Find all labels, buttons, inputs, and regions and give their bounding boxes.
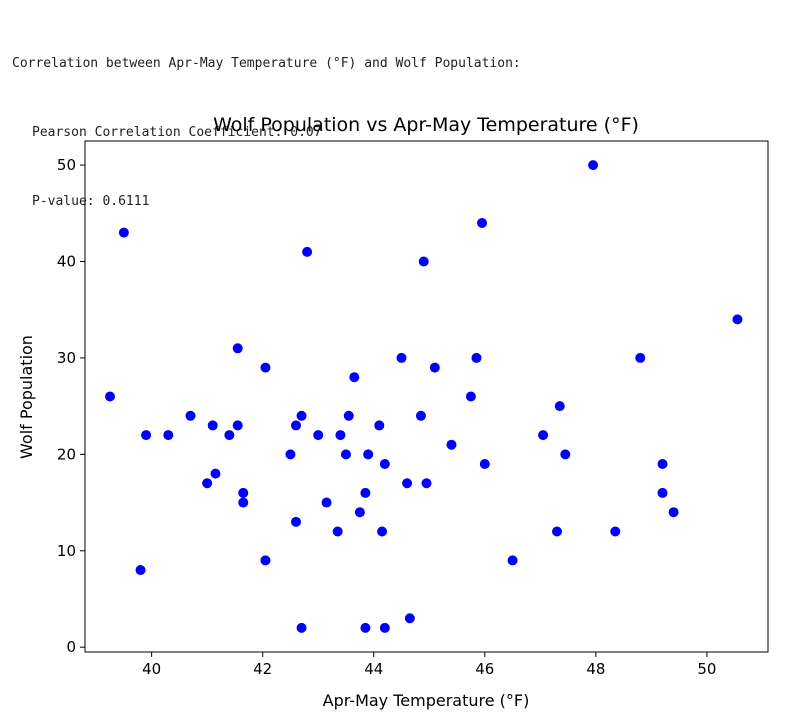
data-point (302, 246, 313, 257)
x-axis-label: Apr-May Temperature (°F) (323, 691, 530, 710)
data-point (657, 458, 668, 469)
data-point (471, 352, 482, 363)
y-tick-label: 30 (57, 349, 76, 367)
data-point (396, 352, 407, 363)
data-point (260, 555, 271, 566)
data-point (668, 507, 679, 518)
data-point (360, 487, 371, 498)
data-point (335, 430, 346, 441)
data-point (313, 430, 324, 441)
data-point (465, 391, 476, 402)
y-tick-label: 40 (57, 253, 76, 271)
data-point (185, 410, 196, 421)
axis-ticks: 40 42 44 46 48 50 0 10 20 30 40 50 (57, 156, 717, 678)
data-point (421, 478, 432, 489)
data-point (232, 420, 243, 431)
x-tick-label: 48 (586, 660, 605, 678)
data-point (238, 487, 249, 498)
pearson-coefficient-text: Pearson Correlation Coefficient: 0.07 (32, 125, 322, 140)
data-point (207, 420, 218, 431)
y-tick-label: 20 (57, 445, 76, 463)
data-point (507, 555, 518, 566)
data-point (363, 449, 374, 460)
data-point (104, 391, 115, 402)
data-point (360, 622, 371, 633)
x-tick-label: 46 (475, 660, 494, 678)
data-point (657, 487, 668, 498)
data-point (538, 430, 549, 441)
data-point (135, 565, 146, 576)
data-point (260, 362, 271, 373)
data-point (374, 420, 385, 431)
data-point (477, 217, 488, 228)
data-point (343, 410, 354, 421)
data-point (732, 314, 743, 325)
data-point (588, 160, 599, 171)
data-point (321, 497, 332, 508)
y-tick-label: 50 (57, 156, 76, 174)
correlation-heading: Correlation between Apr-May Temperature … (12, 56, 521, 71)
data-point (610, 526, 621, 537)
data-point (404, 613, 415, 624)
x-tick-label: 44 (364, 660, 383, 678)
x-tick-label: 40 (142, 660, 161, 678)
x-tick-label: 42 (253, 660, 272, 678)
data-point (635, 352, 646, 363)
data-point (332, 526, 343, 537)
data-point (379, 622, 390, 633)
data-point (291, 420, 302, 431)
data-points (104, 160, 743, 633)
data-point (418, 256, 429, 267)
data-point (479, 458, 490, 469)
data-point (446, 439, 457, 450)
y-tick-label: 10 (57, 542, 76, 560)
data-point (285, 449, 296, 460)
y-tick-label: 0 (66, 638, 76, 656)
x-tick-label: 50 (697, 660, 716, 678)
data-point (224, 430, 235, 441)
data-point (210, 468, 221, 479)
data-point (291, 516, 302, 527)
p-value-text: P-value: 0.6111 (32, 194, 150, 209)
data-point (377, 526, 388, 537)
data-point (141, 430, 152, 441)
data-point (560, 449, 571, 460)
data-point (296, 410, 307, 421)
data-point (340, 449, 351, 460)
data-point (202, 478, 213, 489)
data-point (118, 227, 129, 238)
data-point (551, 526, 562, 537)
data-point (429, 362, 440, 373)
plot-area-frame (84, 140, 769, 653)
data-point (379, 458, 390, 469)
data-point (232, 343, 243, 354)
data-point (354, 507, 365, 518)
data-point (296, 622, 307, 633)
data-point (163, 430, 174, 441)
y-axis-label: Wolf Population (17, 335, 36, 459)
chart-title: Wolf Population vs Apr-May Temperature (… (213, 114, 639, 136)
data-point (554, 401, 565, 412)
data-point (402, 478, 413, 489)
console-output: Correlation between Apr-May Temperature … (12, 6, 521, 236)
data-point (415, 410, 426, 421)
data-point (349, 372, 360, 383)
data-point (238, 497, 249, 508)
